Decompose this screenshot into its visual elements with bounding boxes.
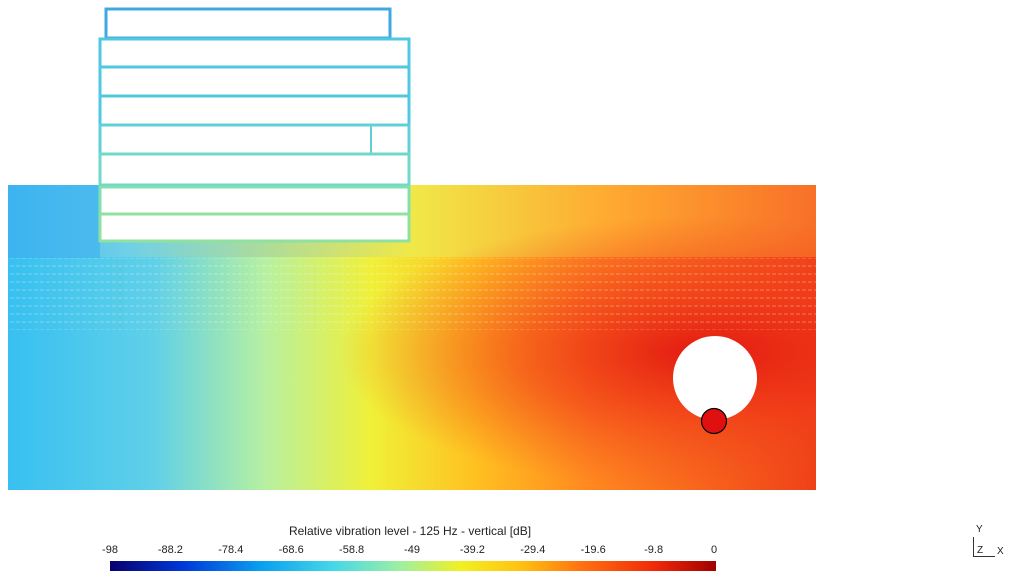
colorbar-tick-label: -29.4 <box>520 544 546 556</box>
axis-z-label: Z <box>977 545 984 556</box>
colorbar-tick-label: -68.6 <box>278 544 304 556</box>
axis-triad: Y Z X <box>970 522 1010 562</box>
colorbar-title: Relative vibration level - 125 Hz - vert… <box>288 524 532 538</box>
building-floor-1 <box>98 37 411 69</box>
building-roof-block <box>104 7 392 40</box>
colorbar <box>110 561 716 571</box>
colorbar-tick-label: -19.6 <box>580 544 606 556</box>
axis-y-line <box>973 537 974 557</box>
colorbar-tick-label: 0 <box>710 544 718 556</box>
axis-x-line <box>973 556 995 557</box>
colorbar-tick-label: -9.8 <box>644 544 664 556</box>
building-floor-2 <box>98 65 411 98</box>
building-floor-5 <box>98 152 411 187</box>
axis-y-label: Y <box>976 524 983 535</box>
colorbar-tick-label: -39.2 <box>459 544 485 556</box>
colorbar-tick-label: -78.4 <box>218 544 244 556</box>
tunnel-bore <box>673 336 757 420</box>
axis-x-label: X <box>997 546 1004 557</box>
building-basement-1 <box>98 185 411 216</box>
colorbar-tick-label: -98 <box>102 544 118 556</box>
building-floor-3 <box>98 94 411 127</box>
building-floor-4 <box>98 123 411 156</box>
low-level-basement-zone <box>8 185 100 258</box>
colorbar-tick-label: -49 <box>404 544 420 556</box>
colorbar-tick-label: -88.2 <box>157 544 183 556</box>
excitation-point-marker <box>700 407 728 435</box>
stratified-layer <box>8 258 816 330</box>
colorbar-tick-label: -58.8 <box>339 544 365 556</box>
building-basement-2 <box>98 212 411 243</box>
